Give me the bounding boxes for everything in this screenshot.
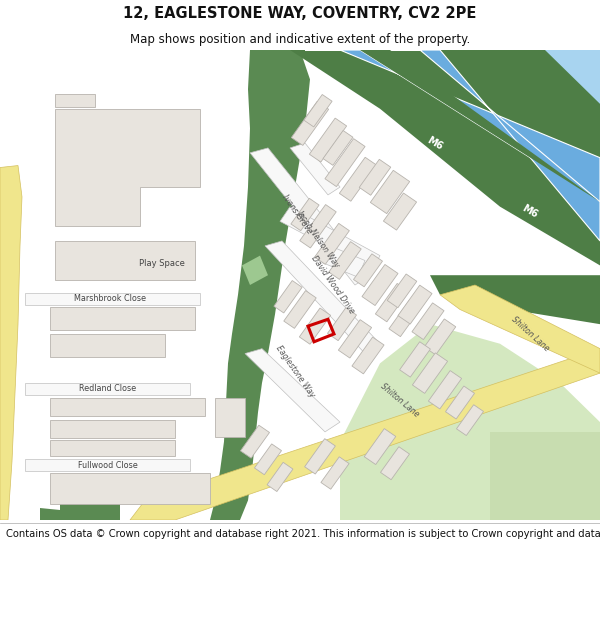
Polygon shape [310,118,347,162]
Polygon shape [412,353,448,393]
Polygon shape [376,284,409,322]
Polygon shape [280,50,600,216]
Polygon shape [329,242,361,279]
Polygon shape [274,281,302,313]
Polygon shape [328,308,356,341]
Polygon shape [241,425,269,458]
Polygon shape [25,383,190,394]
Polygon shape [480,50,600,138]
Polygon shape [314,223,349,264]
Polygon shape [364,429,396,464]
Polygon shape [290,143,340,195]
Polygon shape [359,159,391,195]
Text: Map shows position and indicative extent of the property.: Map shows position and indicative extent… [130,32,470,46]
Text: Play Space: Play Space [139,259,185,268]
Polygon shape [242,256,268,285]
Polygon shape [383,193,416,230]
Polygon shape [400,342,430,377]
Text: Redland Close: Redland Close [79,384,137,393]
Polygon shape [389,300,421,337]
Polygon shape [304,94,332,127]
Polygon shape [340,158,377,201]
Text: Fullwood Close: Fullwood Close [78,461,138,469]
Polygon shape [40,508,120,520]
Polygon shape [50,334,165,357]
Polygon shape [55,94,95,107]
Polygon shape [265,241,380,354]
Polygon shape [299,308,331,344]
Polygon shape [280,207,380,270]
Polygon shape [250,148,370,285]
Polygon shape [322,246,365,277]
Polygon shape [25,293,200,304]
Polygon shape [25,459,190,471]
Polygon shape [300,204,336,248]
Polygon shape [284,291,316,328]
Polygon shape [353,254,383,287]
Text: M6: M6 [425,134,445,151]
Polygon shape [424,319,456,355]
Polygon shape [398,285,432,324]
Polygon shape [440,285,600,373]
Polygon shape [457,405,484,436]
Polygon shape [380,447,410,480]
Polygon shape [325,139,365,187]
Polygon shape [50,473,210,504]
Polygon shape [245,349,340,432]
Polygon shape [321,457,349,489]
Polygon shape [267,462,293,491]
Polygon shape [305,50,600,202]
Polygon shape [291,198,319,231]
Text: 12, EAGLESTONE WAY, COVENTRY, CV2 2PE: 12, EAGLESTONE WAY, COVENTRY, CV2 2PE [124,6,476,21]
Polygon shape [130,349,600,520]
Polygon shape [0,166,22,520]
Polygon shape [360,50,600,202]
Polygon shape [215,398,245,437]
Polygon shape [305,439,335,474]
Polygon shape [412,303,444,339]
Polygon shape [445,386,475,419]
Polygon shape [55,241,195,280]
Text: Contains OS data © Crown copyright and database right 2021. This information is : Contains OS data © Crown copyright and d… [6,529,600,539]
Text: Jacob Nelson Way: Jacob Nelson Way [295,208,341,268]
Text: Eaglestone Way: Eaglestone Way [274,344,316,399]
Polygon shape [50,306,195,330]
Polygon shape [292,101,329,146]
Text: David Wood Drive: David Wood Drive [310,254,356,316]
Polygon shape [352,337,384,374]
Text: Shilton Lane: Shilton Lane [379,382,421,419]
Text: M6: M6 [520,203,539,220]
Polygon shape [55,109,200,226]
Polygon shape [250,50,600,266]
Polygon shape [387,274,417,308]
Polygon shape [50,420,175,437]
Polygon shape [490,432,600,520]
Polygon shape [210,50,310,520]
Polygon shape [290,50,600,128]
Polygon shape [50,440,175,456]
Polygon shape [440,50,600,79]
Polygon shape [254,444,281,475]
Polygon shape [50,398,205,416]
Polygon shape [430,275,600,324]
Polygon shape [390,50,600,241]
Text: Marshbrook Close: Marshbrook Close [74,294,146,303]
Polygon shape [60,501,120,520]
Polygon shape [370,171,410,214]
Polygon shape [323,131,353,166]
Polygon shape [340,324,600,520]
Polygon shape [338,319,371,358]
Polygon shape [428,371,461,409]
Text: Shilton Lane: Shilton Lane [509,315,551,353]
Text: Ivens Grove: Ivens Grove [280,193,314,236]
Polygon shape [520,50,600,104]
Polygon shape [362,264,398,306]
